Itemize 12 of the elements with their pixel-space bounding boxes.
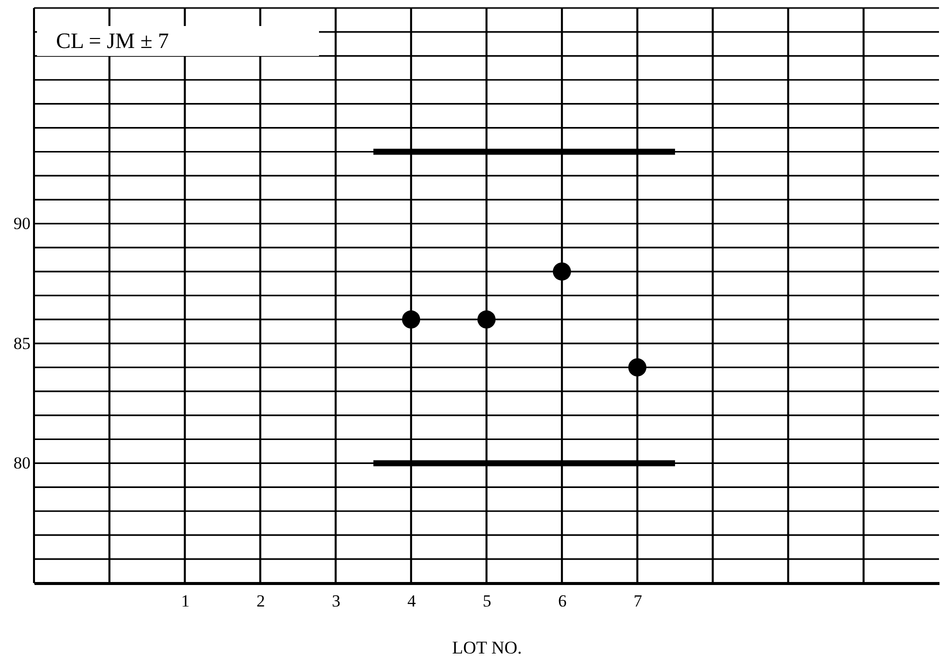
annotation: CL = JM ± 7 bbox=[56, 28, 169, 53]
x-tick-label: 4 bbox=[407, 592, 416, 610]
x-tick-label: 3 bbox=[332, 592, 340, 610]
x-axis-title: LOT NO. bbox=[452, 638, 522, 658]
x-tick-label: 5 bbox=[482, 592, 492, 610]
x-tick-label: 6 bbox=[558, 592, 567, 610]
x-tick-label: 7 bbox=[634, 592, 643, 610]
x-tick-label: 1 bbox=[181, 592, 190, 610]
y-tick-label: 80 bbox=[14, 454, 30, 473]
y-tick-label: 90 bbox=[14, 214, 30, 234]
y-tick-label: 85 bbox=[14, 334, 30, 353]
x-tick-label: 2 bbox=[256, 592, 265, 610]
